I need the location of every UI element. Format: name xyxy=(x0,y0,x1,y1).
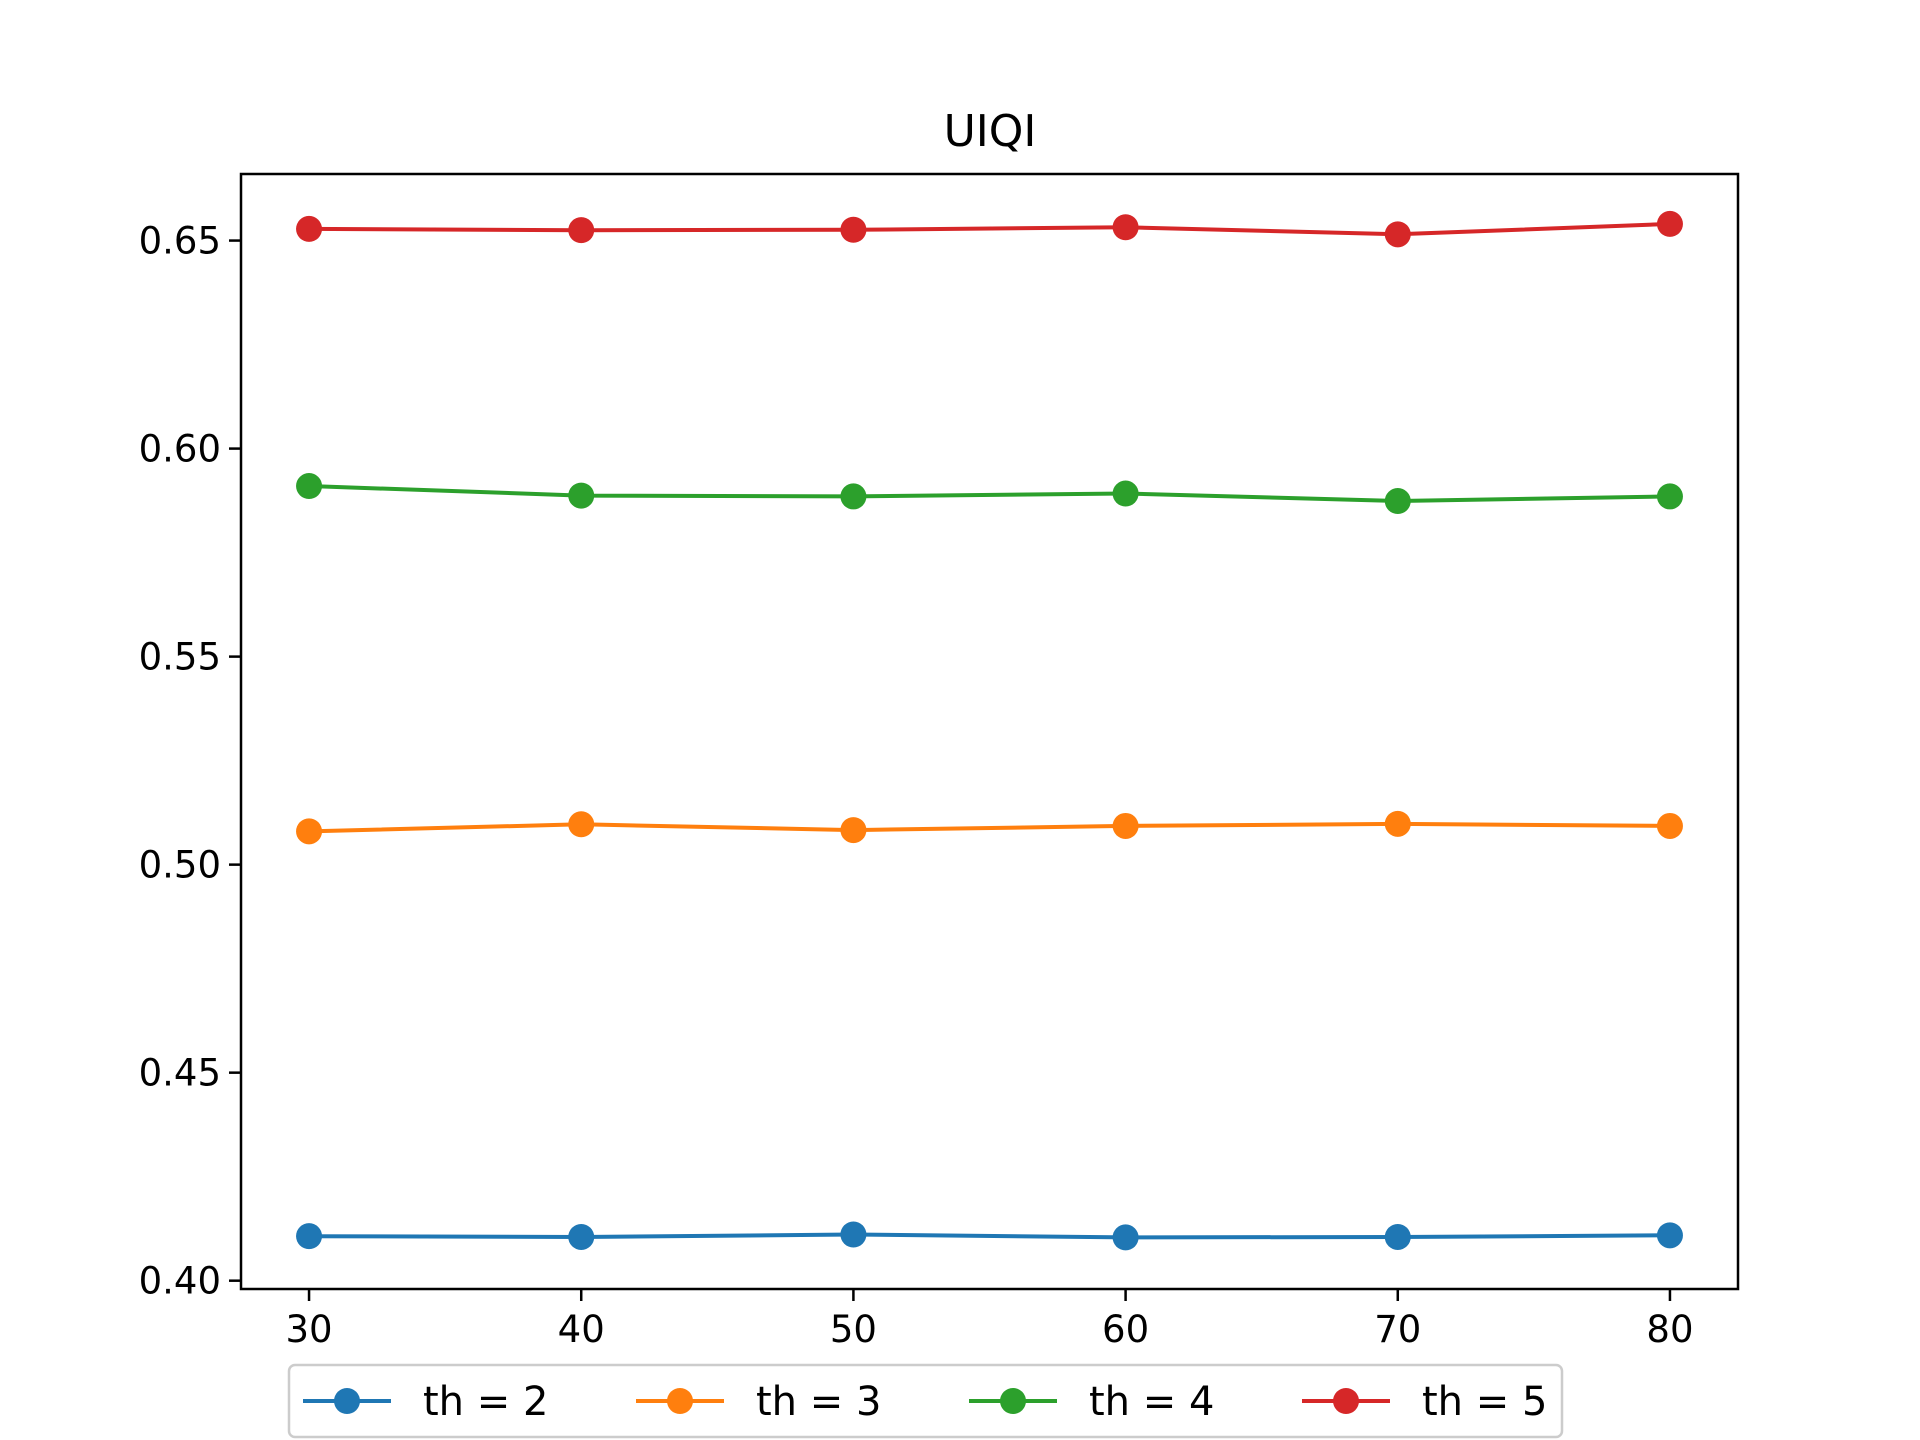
x-tick-label: 30 xyxy=(285,1308,332,1351)
legend-marker xyxy=(667,1388,693,1414)
x-tick-label: 50 xyxy=(830,1308,877,1351)
data-point xyxy=(1656,812,1683,839)
legend-marker xyxy=(1000,1388,1026,1414)
data-point xyxy=(568,1223,595,1250)
x-tick-label: 40 xyxy=(558,1308,605,1351)
data-point xyxy=(1384,810,1411,837)
data-point xyxy=(296,473,323,500)
series-3 xyxy=(296,473,1683,515)
legend-entry: th = 2 xyxy=(303,1379,548,1425)
data-point xyxy=(840,1221,867,1248)
y-tick-label: 0.60 xyxy=(139,428,221,471)
data-point xyxy=(1112,480,1139,507)
series-1 xyxy=(296,1221,1683,1251)
y-tick-label: 0.40 xyxy=(139,1260,221,1303)
x-tick-label: 60 xyxy=(1102,1308,1149,1351)
legend: th = 2 th = 3 th = 4 th = 5 xyxy=(287,1363,1564,1439)
plot-area: 30 40 50 60 70 80 0.40 0.45 0.50 0.55 0.60 0.65 xyxy=(139,172,1740,1351)
y-tick-label: 0.55 xyxy=(139,636,221,679)
x-tick-label: 80 xyxy=(1646,1308,1693,1351)
series-2 xyxy=(296,810,1683,845)
legend-entry: th = 4 xyxy=(969,1379,1214,1425)
data-point xyxy=(296,215,323,242)
series-line xyxy=(308,484,1671,503)
plot-frame xyxy=(239,172,1740,1291)
series-line xyxy=(308,221,1671,237)
data-point xyxy=(1384,488,1411,515)
y-tick-label: 0.50 xyxy=(139,844,221,887)
legend-marker xyxy=(334,1388,360,1414)
chart-title: UIQI xyxy=(944,106,1037,157)
legend-marker xyxy=(1333,1388,1359,1414)
y-tick-label: 0.45 xyxy=(139,1052,221,1095)
x-tick-label: 70 xyxy=(1374,1308,1421,1351)
legend-box xyxy=(287,1363,1564,1439)
y-axis: 0.40 0.45 0.50 0.55 0.60 0.65 xyxy=(139,220,241,1303)
data-point xyxy=(1112,214,1139,241)
series-4 xyxy=(296,210,1683,248)
data-point xyxy=(1656,210,1683,237)
legend-label: th = 3 xyxy=(756,1379,881,1425)
data-point xyxy=(1656,1222,1683,1249)
data-point xyxy=(840,817,867,844)
data-point xyxy=(568,482,595,509)
data-point xyxy=(296,818,323,845)
legend-entry: th = 5 xyxy=(1302,1379,1547,1425)
series-line xyxy=(308,1232,1671,1240)
y-tick-label: 0.65 xyxy=(139,220,221,263)
data-point xyxy=(840,483,867,510)
x-axis: 30 40 50 60 70 80 xyxy=(285,1289,1694,1351)
data-point xyxy=(568,217,595,244)
data-point xyxy=(1112,1224,1139,1251)
series-line xyxy=(308,821,1671,834)
data-point xyxy=(1112,812,1139,839)
data-point xyxy=(840,216,867,243)
data-point xyxy=(296,1223,323,1250)
legend-label: th = 4 xyxy=(1089,1379,1214,1425)
data-point xyxy=(1656,483,1683,510)
data-point xyxy=(568,811,595,838)
legend-label: th = 5 xyxy=(1422,1379,1547,1425)
data-point xyxy=(1384,1223,1411,1250)
legend-label: th = 2 xyxy=(423,1379,548,1425)
legend-entry: th = 3 xyxy=(636,1379,881,1425)
data-point xyxy=(1384,221,1411,248)
